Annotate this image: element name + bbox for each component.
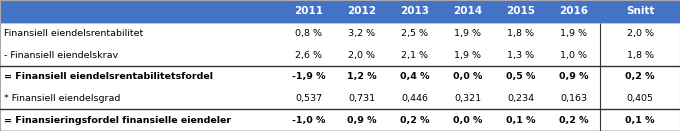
Text: 0,2 %: 0,2 %	[559, 116, 589, 125]
Text: 1,8 %: 1,8 %	[507, 29, 534, 38]
Text: -1,9 %: -1,9 %	[292, 72, 326, 81]
Bar	[0, 0, 680, 23]
Bar	[0, 66, 680, 88]
Text: 0,9 %: 0,9 %	[559, 72, 589, 81]
Text: 2,1 %: 2,1 %	[401, 51, 428, 60]
Bar	[0, 45, 680, 66]
Text: 0,1 %: 0,1 %	[506, 116, 536, 125]
Text: -1,0 %: -1,0 %	[292, 116, 326, 125]
Text: 0,5 %: 0,5 %	[506, 72, 536, 81]
Text: * Finansiell eiendelsgrad: * Finansiell eiendelsgrad	[4, 94, 120, 103]
Text: 2,6 %: 2,6 %	[295, 51, 322, 60]
Text: Snitt: Snitt	[626, 6, 654, 17]
Text: 0,405: 0,405	[627, 94, 653, 103]
Text: 0,731: 0,731	[348, 94, 375, 103]
Bar	[0, 23, 680, 45]
Text: 0,234: 0,234	[507, 94, 534, 103]
Text: 2,5 %: 2,5 %	[401, 29, 428, 38]
Bar	[0, 88, 680, 109]
Text: Finansiell eiendelsrentabilitet: Finansiell eiendelsrentabilitet	[4, 29, 143, 38]
Text: 2015: 2015	[507, 6, 535, 17]
Text: 0,8 %: 0,8 %	[295, 29, 322, 38]
Text: 2011: 2011	[294, 6, 323, 17]
Text: 0,0 %: 0,0 %	[453, 72, 483, 81]
Text: 1,3 %: 1,3 %	[507, 51, 534, 60]
Text: 0,2 %: 0,2 %	[626, 72, 655, 81]
Text: 0,0 %: 0,0 %	[453, 116, 483, 125]
Text: 0,9 %: 0,9 %	[347, 116, 377, 125]
Text: 2012: 2012	[347, 6, 376, 17]
Text: 1,0 %: 1,0 %	[560, 51, 588, 60]
Text: = Finansiell eiendelsrentabilitetsfordel: = Finansiell eiendelsrentabilitetsfordel	[4, 72, 213, 81]
Text: 0,2 %: 0,2 %	[400, 116, 430, 125]
Text: 0,1 %: 0,1 %	[626, 116, 655, 125]
Text: 2,0 %: 2,0 %	[348, 51, 375, 60]
Text: 0,537: 0,537	[295, 94, 322, 103]
Text: = Finansieringsfordel finansielle eiendeler: = Finansieringsfordel finansielle eiende…	[4, 116, 231, 125]
Text: 1,2 %: 1,2 %	[347, 72, 377, 81]
Text: 0,446: 0,446	[401, 94, 428, 103]
Text: 2016: 2016	[560, 6, 588, 17]
Text: 3,2 %: 3,2 %	[348, 29, 375, 38]
Text: 2014: 2014	[454, 6, 482, 17]
Text: 2013: 2013	[401, 6, 429, 17]
Text: 1,9 %: 1,9 %	[560, 29, 588, 38]
Text: 1,8 %: 1,8 %	[627, 51, 653, 60]
Text: - Finansiell eiendelskrav: - Finansiell eiendelskrav	[4, 51, 118, 60]
Text: 0,163: 0,163	[560, 94, 588, 103]
Text: 0,4 %: 0,4 %	[400, 72, 430, 81]
Bar	[0, 109, 680, 131]
Text: 1,9 %: 1,9 %	[454, 51, 481, 60]
Text: 2,0 %: 2,0 %	[627, 29, 653, 38]
Text: 1,9 %: 1,9 %	[454, 29, 481, 38]
Text: 0,321: 0,321	[454, 94, 481, 103]
